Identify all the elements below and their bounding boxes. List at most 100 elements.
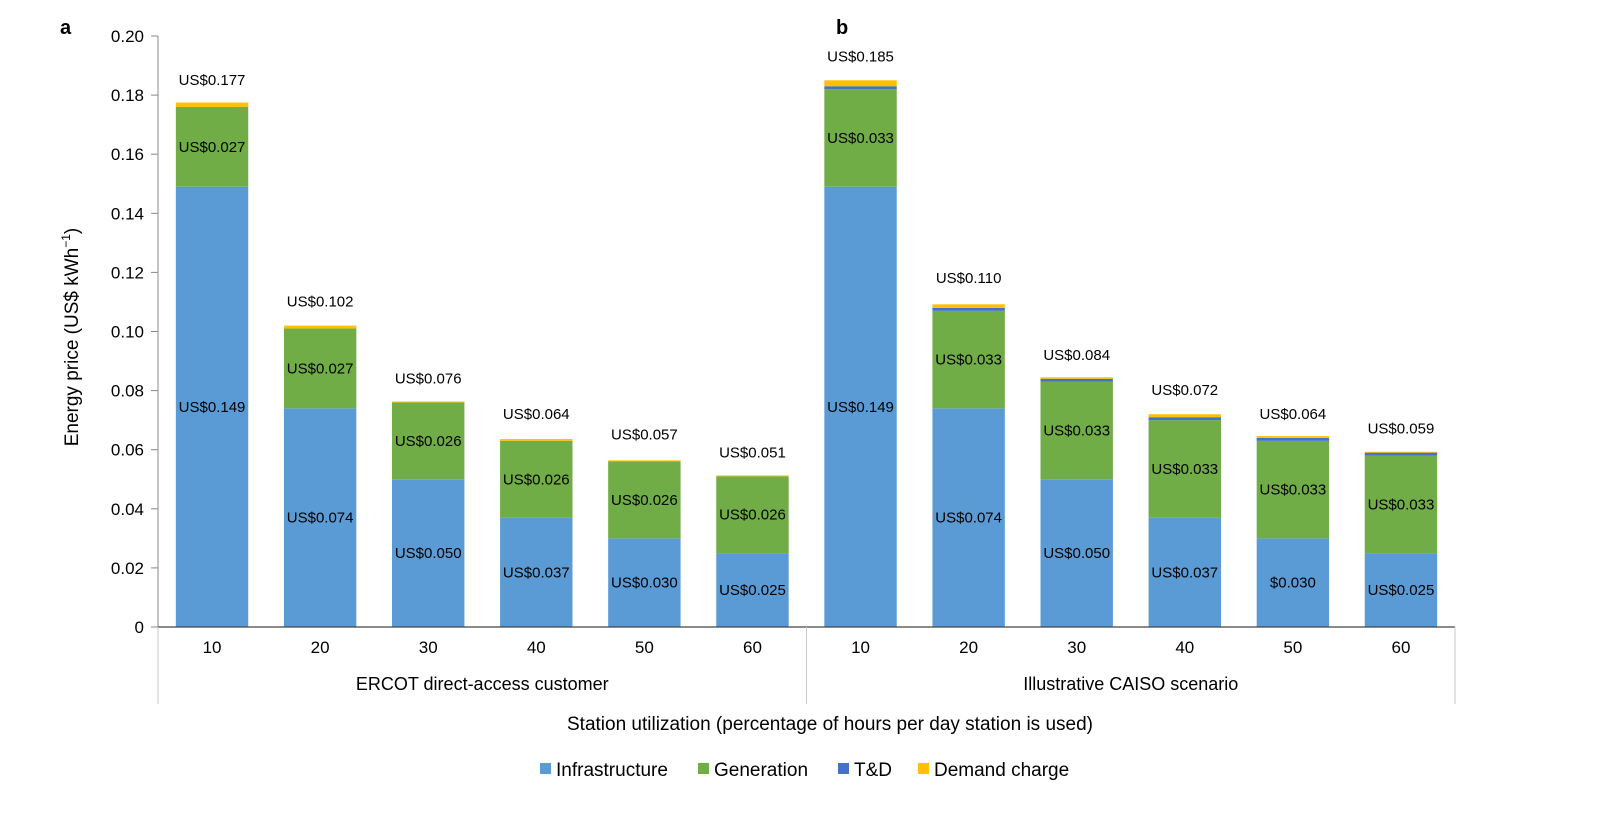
bar-value-label: US$0.030 — [611, 575, 678, 592]
bar-value-label: US$0.074 — [287, 510, 354, 527]
x-tick-label: 10 — [203, 638, 222, 657]
x-tick-label: 20 — [311, 638, 330, 657]
legend-swatch — [918, 763, 929, 774]
bar-segment-t-d — [824, 86, 897, 90]
bar-total-label: US$0.064 — [1260, 406, 1327, 423]
bar-segment-generation — [1148, 420, 1221, 518]
bar-segment-infrastructure — [716, 553, 789, 627]
bar-total-label: US$0.177 — [179, 72, 246, 89]
bar-segment-demand-charge — [1148, 414, 1221, 418]
y-axis-title-main: Energy price (US$ kWh — [62, 248, 83, 447]
y-tick-label: 0.04 — [111, 500, 144, 519]
bar-segment-t-d — [1148, 417, 1221, 421]
bar-value-label: US$0.074 — [935, 510, 1002, 527]
x-tick-label: 50 — [1283, 638, 1302, 657]
bar-segment-infrastructure — [1364, 553, 1438, 627]
x-tick-label: 60 — [1391, 638, 1410, 657]
bar-total-label: US$0.110 — [936, 270, 1002, 287]
x-tick-label: 60 — [743, 638, 762, 657]
bar-segment-demand-charge — [500, 439, 573, 441]
bar-segment-generation — [175, 106, 249, 187]
bar-segment-infrastructure — [824, 186, 897, 627]
bar-value-label: US$0.027 — [287, 360, 354, 377]
bar-value-label: US$0.050 — [1043, 545, 1110, 562]
y-tick-label: 0.08 — [111, 382, 144, 401]
bar-total-label: US$0.084 — [1043, 347, 1110, 364]
bar-segment-demand-charge — [1256, 436, 1330, 438]
bar-total-label: US$0.051 — [719, 444, 786, 461]
bar-segment-generation — [932, 310, 1005, 409]
y-tick-label: 0.06 — [111, 441, 144, 460]
legend-swatch — [838, 763, 849, 774]
bar-value-label: US$0.033 — [1260, 482, 1327, 499]
x-tick-label: 30 — [1067, 638, 1086, 657]
panel-letter-a: a — [60, 17, 72, 39]
y-tick-label: 0.10 — [111, 323, 144, 342]
x-tick-label: 30 — [419, 638, 438, 657]
panel-letters: a b — [60, 17, 848, 39]
x-tick-label: 10 — [851, 638, 870, 657]
y-tick-label: 0.02 — [111, 559, 144, 578]
bar-segment-generation — [1364, 455, 1438, 554]
bar-segment-t-d — [1256, 437, 1330, 441]
bar-segment-infrastructure — [932, 408, 1005, 627]
y-tick-label: 0 — [135, 618, 144, 637]
bar-value-label: US$0.025 — [719, 582, 786, 599]
bars: US$0.149 US$0.027 US$0.177 US$0.074 US$0.027… — [175, 48, 1438, 627]
y-axis-title: Energy price (US$ kWh−1) — [59, 228, 83, 447]
bar-segment-demand-charge — [392, 401, 465, 403]
bar-segment-demand-charge — [1364, 451, 1438, 453]
bar-total-label: US$0.072 — [1151, 382, 1218, 399]
bar-segment-infrastructure — [283, 408, 357, 627]
bar-value-label: US$0.026 — [395, 433, 462, 450]
y-axis-title-suffix: ) — [62, 228, 83, 234]
x-axis-title: Station utilization (percentage of hours… — [567, 714, 1093, 735]
bar-total-label: US$0.185 — [827, 48, 894, 65]
bar-segment-infrastructure — [1040, 479, 1113, 627]
y-tick-label: 0.16 — [111, 145, 144, 164]
bar-value-label: US$0.025 — [1368, 582, 1435, 599]
legend-swatch — [540, 763, 551, 774]
bar-segment-infrastructure — [1256, 538, 1330, 627]
bar-total-label: US$0.102 — [287, 294, 354, 311]
x-axis: ERCOT direct-access customer 10 20 30 40 50 60… — [157, 626, 1456, 704]
bar-segment-demand-charge — [175, 102, 249, 107]
bar-segment-demand-charge — [932, 304, 1005, 308]
bar-segment-generation — [500, 440, 573, 518]
bar-value-label: US$0.026 — [611, 492, 678, 509]
bar-segment-demand-charge — [608, 460, 681, 462]
bar-segment-generation — [283, 328, 357, 409]
y-tick-label: 0.12 — [111, 263, 144, 282]
bar-segment-infrastructure — [1148, 517, 1221, 627]
bar-segment-t-d — [932, 307, 1005, 311]
legend-label: Infrastructure — [556, 760, 668, 781]
bar-total-label: US$0.064 — [503, 406, 570, 423]
legend-label: T&D — [854, 760, 892, 781]
bar-value-label: US$0.149 — [179, 399, 246, 416]
x-tick-label: 40 — [1175, 638, 1194, 657]
y-tick-label: 0.20 — [111, 27, 144, 46]
bar-value-label: US$0.149 — [827, 399, 894, 416]
y-tick-label: 0.14 — [111, 204, 144, 223]
group-label: Illustrative CAISO scenario — [1023, 674, 1238, 694]
y-tick-label: 0.18 — [111, 86, 144, 105]
bar-segment-infrastructure — [608, 538, 681, 627]
bar-value-label: US$0.026 — [503, 471, 570, 488]
bar-segment-demand-charge — [1040, 377, 1113, 379]
bar-segment-generation — [1256, 440, 1330, 539]
bar-value-label: $0.030 — [1270, 575, 1316, 592]
bar-segment-demand-charge — [824, 80, 897, 87]
bar-segment-generation — [716, 476, 789, 554]
x-tick-label: 50 — [635, 638, 654, 657]
bar-value-label: US$0.050 — [395, 545, 462, 562]
bar-segment-t-d — [1364, 452, 1438, 456]
bar-value-label: US$0.033 — [935, 352, 1002, 369]
y-axis-title-superscript: −1 — [59, 234, 73, 248]
bar-segment-generation — [608, 461, 681, 539]
bar-value-label: US$0.033 — [1151, 461, 1218, 478]
bar-value-label: US$0.026 — [719, 507, 786, 524]
bar-segment-generation — [824, 89, 897, 187]
bar-value-label: US$0.037 — [503, 564, 570, 581]
bar-value-label: US$0.033 — [1368, 496, 1435, 513]
